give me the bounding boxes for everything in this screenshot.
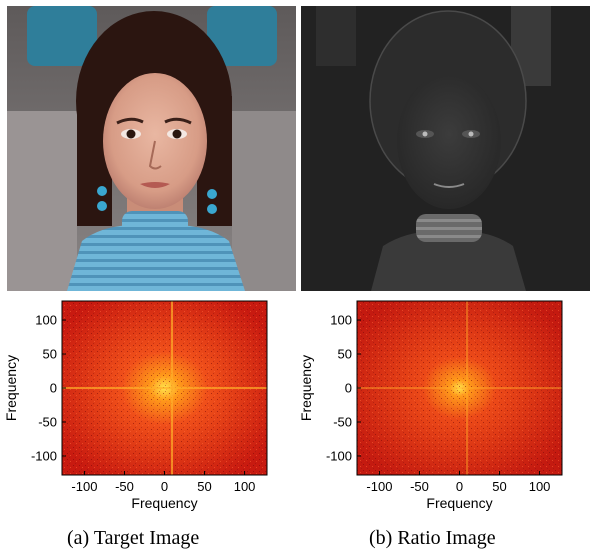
spectrum-area [357,301,562,475]
x-tick-label: 50 [492,479,506,494]
target-spectrum-plot: -100 -50 0 50 100 100 50 0 -50 -100 Frequency Frequ… [3,300,268,511]
y-tick-label: -50 [38,414,57,429]
y-tick-label: 100 [35,313,57,328]
spectrum-area [62,301,267,475]
y-tick-label: -100 [31,448,57,463]
y-tick-label: 0 [50,381,57,396]
y-axis-label: Frequency [3,355,19,421]
y-axis-label: Frequency [298,355,314,421]
x-tick-label: -50 [115,479,134,494]
y-tick-label: 50 [338,347,352,362]
y-tick-label: 50 [43,347,57,362]
target-face-photo [7,6,296,291]
x-tick-label: 50 [197,479,211,494]
y-tick-label: -50 [333,414,352,429]
x-tick-label: 0 [456,479,463,494]
x-tick-label: 100 [234,479,256,494]
y-tick-label: -100 [326,448,352,463]
x-tick-label: -100 [71,479,97,494]
ratio-face-photo [301,6,590,291]
caption-b: (b) Ratio Image [369,527,496,549]
x-tick-label: -50 [410,479,429,494]
x-tick-label: 0 [161,479,168,494]
caption-a: (a) Target Image [67,527,200,549]
x-axis-label: Frequency [131,495,197,511]
y-tick-label: 100 [330,313,352,328]
ratio-spectrum-plot: -100 -50 0 50 100 100 50 0 -50 -100 Frequency Frequ… [298,300,563,511]
x-tick-label: -100 [366,479,392,494]
x-axis-label: Frequency [426,495,492,511]
x-tick-label: 100 [529,479,551,494]
y-tick-label: 0 [345,381,352,396]
